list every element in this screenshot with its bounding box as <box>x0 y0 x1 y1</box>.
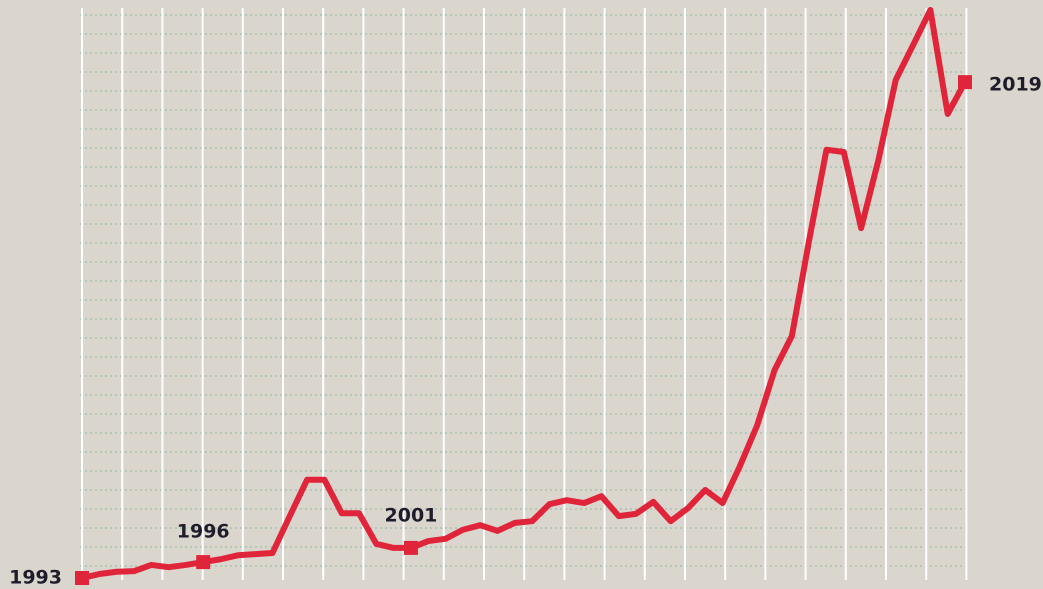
year-label: 2001 <box>385 504 438 526</box>
point-marker <box>196 555 211 570</box>
year-label: 2019 <box>989 74 1042 96</box>
point-marker <box>75 571 89 585</box>
year-label: 1993 <box>9 567 62 589</box>
year-label: 1996 <box>177 521 230 543</box>
point-marker <box>958 75 972 90</box>
point-marker <box>403 540 418 555</box>
data-line <box>81 7 968 581</box>
